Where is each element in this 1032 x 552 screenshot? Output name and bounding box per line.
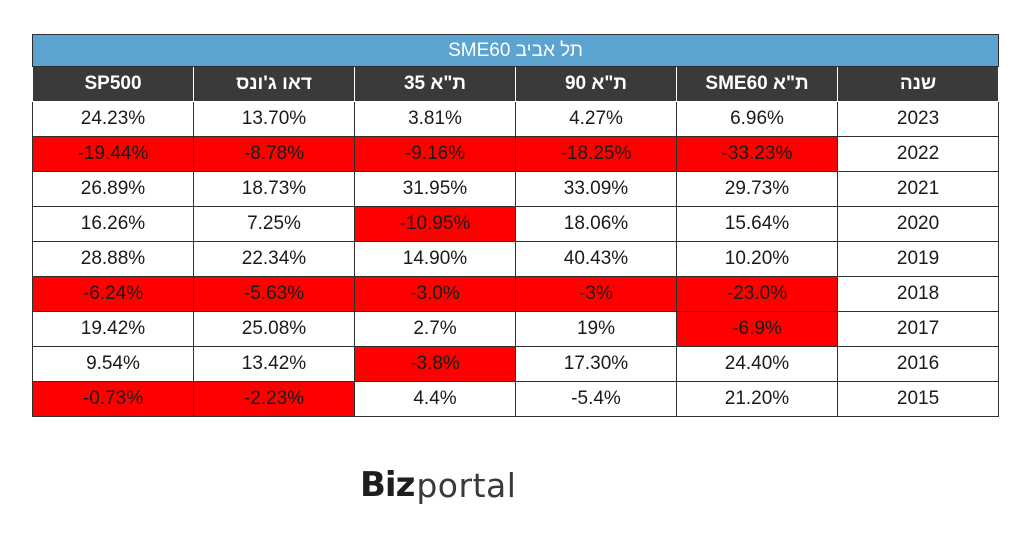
return-cell: 18.73% [193, 171, 355, 207]
return-cell: 3.81% [354, 101, 516, 137]
return-cell: 14.90% [354, 241, 516, 277]
year-cell: 2022 [836, 136, 1000, 172]
return-cell: 28.88% [32, 241, 194, 277]
table-row: 28.88% 22.34% 14.90% 40.43% 10.20% 2019 [32, 241, 1000, 277]
return-cell: 29.73% [676, 171, 838, 207]
return-cell: -18.25% [515, 136, 677, 172]
return-cell: 33.09% [515, 171, 677, 207]
return-cell: -8.78% [193, 136, 355, 172]
table-row: 16.26% 7.25% -10.95% 18.06% 15.64% 2020 [32, 206, 1000, 242]
table-row: -6.24% -5.63% -3.0% -3% -23.0% 2018 [32, 276, 1000, 312]
return-cell: 19.42% [32, 311, 194, 347]
year-cell: 2015 [836, 381, 1000, 417]
return-cell: -19.44% [32, 136, 194, 172]
return-cell: 31.95% [354, 171, 516, 207]
return-cell: -10.95% [354, 206, 516, 242]
table-row: 19.42% 25.08% 2.7% 19% -6.9% 2017 [32, 311, 1000, 347]
returns-table-container: תל אביב SME60 SP500 דאו ג'ונס ת"א 35 ת"א 90… [31, 34, 1000, 417]
year-cell: 2019 [836, 241, 1000, 277]
return-cell: 40.43% [515, 241, 677, 277]
return-cell: 25.08% [193, 311, 355, 347]
table-body: 24.23% 13.70% 3.81% 4.27% 6.96% 2023 -19.44% -8… [32, 101, 1000, 417]
logo-portal-text: portal [416, 466, 517, 505]
return-cell: 24.40% [676, 346, 838, 382]
year-cell: 2018 [836, 276, 1000, 312]
table-row: -19.44% -8.78% -9.16% -18.25% -33.23% 2022 [32, 136, 1000, 172]
return-cell: -9.16% [354, 136, 516, 172]
return-cell: 26.89% [32, 171, 194, 207]
return-cell: -5.63% [193, 276, 355, 312]
year-cell: 2021 [836, 171, 1000, 207]
column-header: SP500 [32, 66, 194, 102]
return-cell: -2.23% [193, 381, 355, 417]
return-cell: 16.26% [32, 206, 194, 242]
return-cell: 24.23% [32, 101, 194, 137]
column-header: שנה [836, 66, 1000, 102]
return-cell: -3.8% [354, 346, 516, 382]
return-cell: -3% [515, 276, 677, 312]
return-cell: 9.54% [32, 346, 194, 382]
return-cell: 22.34% [193, 241, 355, 277]
column-header: דאו ג'ונס [193, 66, 355, 102]
table-title: תל אביב SME60 [31, 34, 1000, 67]
return-cell: 4.27% [515, 101, 677, 137]
returns-table: תל אביב SME60 SP500 דאו ג'ונס ת"א 35 ת"א 90… [31, 34, 1000, 417]
return-cell: 21.20% [676, 381, 838, 417]
return-cell: -33.23% [676, 136, 838, 172]
year-cell: 2020 [836, 206, 1000, 242]
column-header: ת"א 35 [354, 66, 516, 102]
return-cell: 2.7% [354, 311, 516, 347]
year-cell: 2017 [836, 311, 1000, 347]
return-cell: 13.42% [193, 346, 355, 382]
return-cell: 6.96% [676, 101, 838, 137]
return-cell: 15.64% [676, 206, 838, 242]
return-cell: 4.4% [354, 381, 516, 417]
bizportal-logo: Biz portal [360, 458, 516, 502]
return-cell: -6.24% [32, 276, 194, 312]
return-cell: -5.4% [515, 381, 677, 417]
table-row: 9.54% 13.42% -3.8% 17.30% 24.40% 2016 [32, 346, 1000, 382]
return-cell: 13.70% [193, 101, 355, 137]
return-cell: 18.06% [515, 206, 677, 242]
return-cell: 19% [515, 311, 677, 347]
header-row: SP500 דאו ג'ונס ת"א 35 ת"א 90 ת"א SME60 שנה [32, 66, 1000, 102]
return-cell: -6.9% [676, 311, 838, 347]
return-cell: 17.30% [515, 346, 677, 382]
return-cell: 10.20% [676, 241, 838, 277]
return-cell: 7.25% [193, 206, 355, 242]
return-cell: -3.0% [354, 276, 516, 312]
table-row: -0.73% -2.23% 4.4% -5.4% 21.20% 2015 [32, 381, 1000, 417]
table-row: 26.89% 18.73% 31.95% 33.09% 29.73% 2021 [32, 171, 1000, 207]
year-cell: 2016 [836, 346, 1000, 382]
return-cell: -23.0% [676, 276, 838, 312]
year-cell: 2023 [836, 101, 1000, 137]
column-header: ת"א SME60 [676, 66, 838, 102]
logo-biz-text: Biz [360, 465, 415, 505]
table-row: 24.23% 13.70% 3.81% 4.27% 6.96% 2023 [32, 101, 1000, 137]
column-header: ת"א 90 [515, 66, 677, 102]
return-cell: -0.73% [32, 381, 194, 417]
